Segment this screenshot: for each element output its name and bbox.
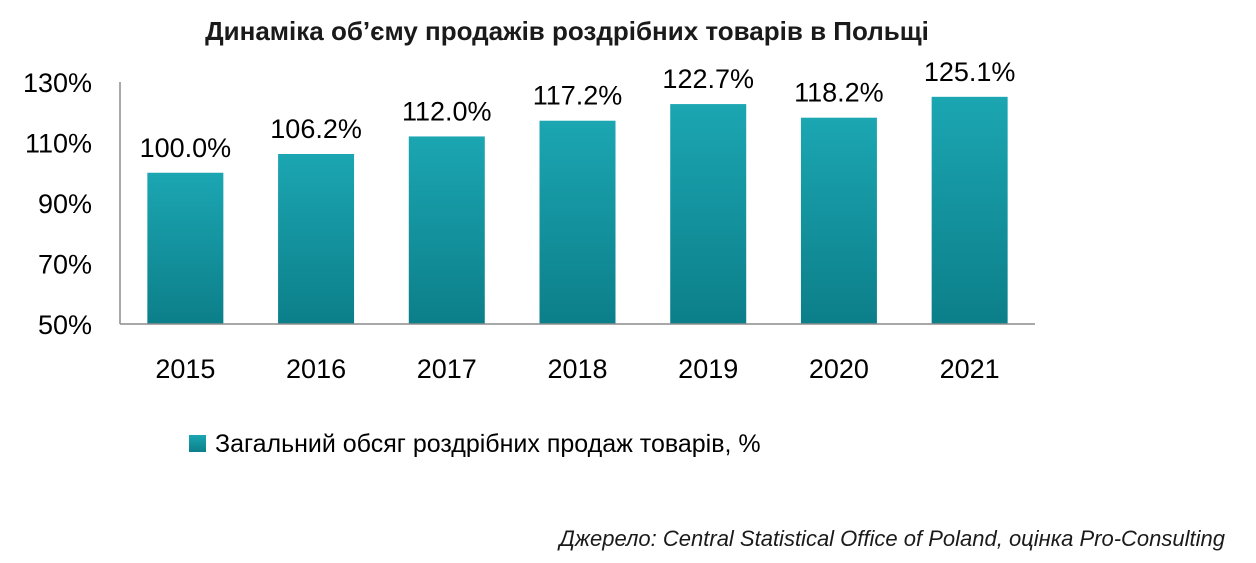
x-tick-label-2021: 2021 [940, 354, 1000, 384]
data-label-2018: 117.2% [533, 81, 623, 111]
data-label-2017: 112.0% [402, 96, 492, 126]
bar-2020 [800, 117, 877, 324]
data-label-2019: 122.7% [662, 64, 754, 94]
y-axis: 50% 70% 90% 110% 130% [23, 68, 92, 340]
data-labels-group: 100.0% 106.2% 112.0% 117.2% 122.7% 118.2% 125.… [140, 57, 1016, 163]
bar-2016 [278, 153, 355, 324]
bar-2017 [408, 136, 485, 324]
bar-2018 [539, 120, 616, 324]
legend-label: Загальний обсяг роздрібних продаж товарі… [215, 430, 761, 458]
bars-group [147, 96, 1008, 325]
x-axis: 2015 2016 2017 2018 2019 2020 2021 [155, 354, 999, 384]
data-label-2015: 100.0% [140, 133, 232, 163]
x-tick-label-2015: 2015 [155, 354, 215, 384]
source-note: Джерело: Central Statistical Office of P… [556, 526, 1225, 551]
chart-title: Динаміка об’єму продажів роздрібних това… [205, 16, 929, 46]
y-tick-label: 50% [38, 310, 92, 340]
x-tick-label-2016: 2016 [286, 354, 346, 384]
y-tick-label: 90% [38, 189, 92, 219]
legend-swatch [189, 435, 206, 452]
x-tick-label-2019: 2019 [678, 354, 738, 384]
bar-2019 [670, 104, 747, 325]
y-tick-label: 70% [38, 250, 92, 280]
x-tick-label-2020: 2020 [809, 354, 869, 384]
y-tick-label: 110% [25, 129, 92, 159]
legend: Загальний обсяг роздрібних продаж товарі… [189, 430, 761, 458]
x-tick-label-2017: 2017 [417, 354, 477, 384]
bar-2015 [147, 172, 224, 324]
x-tick-label-2018: 2018 [547, 354, 607, 384]
data-label-2016: 106.2% [270, 114, 362, 144]
data-label-2020: 118.2% [794, 78, 884, 108]
y-tick-label: 130% [23, 68, 92, 98]
data-label-2021: 125.1% [924, 57, 1016, 87]
bar-2021 [931, 96, 1008, 324]
